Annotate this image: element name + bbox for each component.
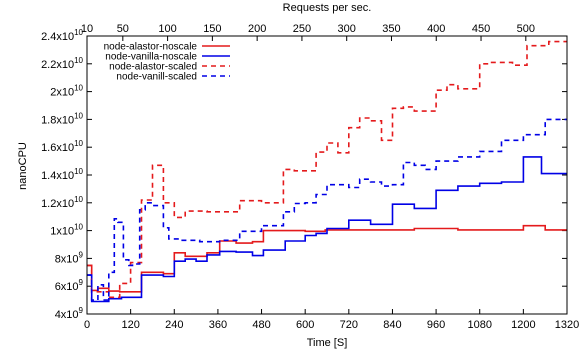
y-tick-label-base: 6x10 (55, 281, 79, 293)
top-tick-label: 500 (517, 23, 535, 35)
y-tick-label-exponent: 10 (74, 111, 83, 120)
series-line-node-vanilla-noscale (87, 156, 567, 303)
legend-label: node-vanilla-noscale (105, 52, 197, 63)
y-tick-label-exponent: 10 (74, 56, 83, 65)
y-tick-label-base: 2.2x10 (41, 59, 74, 71)
x-tick-label: 840 (383, 319, 401, 331)
x-tick-label: 240 (165, 319, 183, 331)
x-tick-label: 120 (121, 319, 139, 331)
plot-frame (86, 35, 568, 315)
y-tick-label: 1x1010 (50, 223, 83, 238)
series-line-node-vanill-scaled (87, 118, 567, 301)
x-tick-label: 1200 (511, 319, 535, 331)
y-tick-label-exponent: 10 (74, 195, 83, 204)
top-tick-label: 150 (203, 23, 221, 35)
y-tick-label: 1.6x1010 (41, 139, 83, 154)
series-line-node-alastor-noscale (87, 224, 567, 293)
y-tick-label: 1.8x1010 (41, 111, 83, 126)
y-tick-label-exponent: 10 (74, 223, 83, 232)
x-tick-label: 0 (84, 319, 90, 331)
y-tick-label: 2.2x1010 (41, 56, 83, 71)
top-tick-label: 300 (338, 23, 356, 35)
y-tick-label-base: 1x10 (50, 226, 74, 238)
y-tick-label: 8x109 (55, 250, 84, 265)
legend-label: node-alastor-scaled (109, 62, 197, 73)
y-tick-label-exponent: 9 (79, 250, 84, 259)
y-tick-label: 1.2x1010 (41, 195, 83, 210)
legend-label: node-vanill-scaled (116, 72, 197, 83)
y-tick-label-base: 1.8x10 (41, 114, 74, 126)
x-axis-title: Time [S] (307, 337, 348, 349)
y-tick-label-exponent: 9 (79, 306, 84, 315)
y-tick-label: 6x109 (55, 278, 84, 293)
legend-label: node-alastor-noscale (104, 42, 198, 53)
y-tick-label: 4x109 (55, 306, 84, 321)
y-tick-label: 2.4x1010 (41, 28, 83, 43)
series-layer (87, 40, 567, 303)
x-tick-label: 480 (252, 319, 270, 331)
top-tick-label: 200 (248, 23, 266, 35)
y-tick-label-base: 2x10 (50, 87, 74, 99)
top-tick-label: 400 (427, 23, 445, 35)
series-line-node-alastor-scaled (87, 40, 567, 299)
y-tick-label-exponent: 10 (74, 28, 83, 37)
y-tick-label-exponent: 10 (74, 139, 83, 148)
x-tick-label: 960 (427, 319, 445, 331)
y-axis-title: nanoCPU (17, 142, 29, 190)
x-tick-label: 600 (296, 319, 314, 331)
y-tick-label-base: 1.2x10 (41, 198, 74, 210)
x-tick-label: 1080 (467, 319, 491, 331)
top-axis-title: Requests per sec. (283, 2, 372, 14)
top-tick-label: 50 (117, 23, 129, 35)
y-tick-label-base: 1.6x10 (41, 142, 74, 154)
x-tick-label: 360 (209, 319, 227, 331)
top-tick-label: 100 (158, 23, 176, 35)
top-tick-label: 10 (81, 23, 93, 35)
ticks-layer: 0 120 240 360 480 600 720 840 960 1080 1200 1320 10 5… (41, 23, 579, 331)
y-tick-label-exponent: 10 (74, 84, 83, 93)
y-tick-label: 2x1010 (50, 84, 83, 99)
legend: node-alastor-noscalenode-vanilla-noscale… (104, 42, 230, 83)
top-tick-label: 250 (293, 23, 311, 35)
y-tick-label: 1.4x1010 (41, 167, 83, 182)
y-tick-label-base: 1.4x10 (41, 170, 74, 182)
y-tick-label-exponent: 9 (79, 278, 84, 287)
y-tick-label-base: 2.4x10 (41, 31, 74, 43)
y-tick-label-base: 4x10 (55, 309, 79, 321)
y-tick-label-exponent: 10 (74, 167, 83, 176)
top-tick-label: 450 (472, 23, 490, 35)
y-tick-label-base: 8x10 (55, 253, 79, 265)
x-tick-label: 720 (340, 319, 358, 331)
top-tick-label: 350 (382, 23, 400, 35)
x-tick-label: 1320 (555, 319, 579, 331)
